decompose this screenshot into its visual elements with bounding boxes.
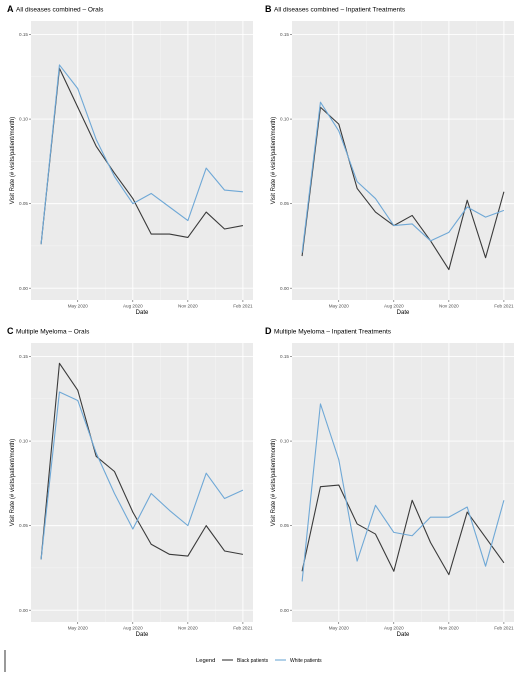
y-tick-label: 0.00: [280, 286, 289, 291]
x-tick-label: Nov 2020: [439, 626, 459, 631]
x-axis-title: Date: [136, 310, 149, 316]
panel-letter: A: [7, 4, 14, 14]
chart-panel-a: 0.00 0.05 0.10 0.15 May 2020 Aug 2020 Nov 2020…: [7, 4, 253, 316]
x-tick-label: Feb 2021: [233, 626, 253, 631]
y-tick-label: 0.00: [19, 608, 28, 613]
x-tick-label: Aug 2020: [123, 626, 143, 631]
x-tick-label: Nov 2020: [439, 304, 459, 309]
y-tick-label: 0.10: [19, 439, 28, 444]
plot-background: [292, 21, 514, 300]
y-tick-label: 0.10: [280, 117, 289, 122]
panel-title: Multiple Myeloma – Inpatient Treatments: [274, 329, 392, 336]
series-line-white-patients: [40, 391, 244, 560]
y-tick-label: 0.15: [280, 32, 289, 37]
x-tick-label: May 2020: [68, 304, 89, 309]
legend: Legend Black patients White patients: [196, 658, 322, 664]
x-tick-label: Aug 2020: [123, 304, 143, 309]
y-tick-label: 0.00: [280, 608, 289, 613]
series-line-black-patients: [301, 106, 505, 271]
x-axis-title: Date: [136, 632, 149, 638]
x-tick-label: Feb 2021: [494, 304, 514, 309]
chart-panel-b: 0.00 0.05 0.10 0.15 May 2020 Aug 2020 Nov 2020…: [265, 4, 514, 316]
y-tick-label: 0.10: [280, 439, 289, 444]
x-tick-label: Nov 2020: [178, 626, 198, 631]
legend-label-white: White patients: [290, 658, 322, 664]
series-line-white-patients: [301, 101, 505, 253]
chart-panel-c: 0.00 0.05 0.10 0.15 May 2020 Aug 2020 Nov 2020…: [7, 326, 253, 638]
y-axis-title: Visit Rate (# visits/patient/month): [271, 439, 277, 527]
x-tick-label: Feb 2021: [494, 626, 514, 631]
series-line-black-patients: [40, 362, 244, 560]
x-tick-label: Aug 2020: [384, 304, 404, 309]
series-line-white-patients: [301, 403, 505, 582]
x-axis-title: Date: [397, 310, 410, 316]
x-tick-label: Feb 2021: [233, 304, 253, 309]
x-tick-label: May 2020: [329, 304, 350, 309]
y-tick-label: 0.10: [19, 117, 28, 122]
y-tick-label: 0.05: [280, 523, 289, 528]
panel-letter: D: [265, 326, 272, 336]
y-tick-label: 0.15: [19, 32, 28, 37]
panel-title: All diseases combined – Orals: [16, 7, 104, 14]
y-axis-title: Visit Rate (# visits/patient/month): [10, 439, 16, 527]
legend-title: Legend: [196, 658, 215, 664]
x-tick-label: May 2020: [329, 626, 350, 631]
x-tick-label: May 2020: [68, 626, 89, 631]
series-line-black-patients: [40, 67, 244, 245]
legend-label-black: Black patients: [237, 658, 269, 664]
plot-background: [31, 21, 253, 300]
y-tick-label: 0.15: [19, 354, 28, 359]
y-tick-label: 0.00: [19, 286, 28, 291]
panel-title: All diseases combined – Inpatient Treatm…: [274, 7, 406, 14]
x-tick-label: Nov 2020: [178, 304, 198, 309]
x-axis-title: Date: [397, 632, 410, 638]
panel-letter: C: [7, 326, 14, 336]
panel-title: Multiple Myeloma – Orals: [16, 329, 90, 336]
y-tick-label: 0.05: [19, 201, 28, 206]
panels: 0.00 0.05 0.10 0.15 May 2020 Aug 2020 Nov 2020…: [7, 4, 514, 638]
x-tick-label: Aug 2020: [384, 626, 404, 631]
series-line-white-patients: [40, 64, 243, 245]
plot-background: [292, 343, 514, 622]
y-tick-label: 0.05: [19, 523, 28, 528]
panel-letter: B: [265, 4, 272, 14]
plot-background: [31, 343, 253, 622]
chart-panel-d: 0.00 0.05 0.10 0.15 May 2020 Aug 2020 Nov 2020…: [265, 326, 514, 638]
y-tick-label: 0.05: [280, 201, 289, 206]
y-tick-label: 0.15: [280, 354, 289, 359]
y-axis-title: Visit Rate (# visits/patient/month): [10, 117, 16, 205]
y-axis-title: Visit Rate (# visits/patient/month): [271, 117, 277, 205]
